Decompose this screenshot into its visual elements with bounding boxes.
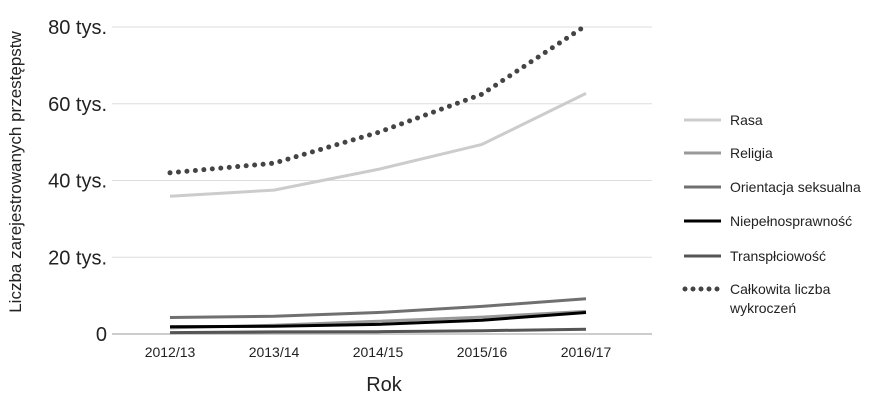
series-line-rasa [169, 92, 587, 198]
x-tick-label: 2013/14 [249, 344, 300, 360]
x-tick-label: 2014/15 [353, 344, 404, 360]
series-line-calkowita-liczba-wykroczen [167, 23, 589, 176]
legend-item-religia: Religia [684, 145, 773, 161]
series-lines [167, 23, 589, 335]
y-tick-label: 40 tys. [48, 171, 107, 193]
x-tick-label: 2016/17 [561, 344, 612, 360]
legend: Rasa Religia Orientacja seksualna Niepełnos… [682, 112, 861, 316]
legend-label: wykroczeń [729, 300, 796, 316]
legend-item-niepelnosprawnosc: Niepełnosprawność [684, 213, 852, 229]
legend-item-rasa: Rasa [684, 112, 763, 128]
legend-item-orientacja-seksualna: Orientacja seksualna [684, 179, 861, 195]
y-tick-label: 80 tys. [48, 17, 107, 39]
x-tick-label: 2015/16 [457, 344, 508, 360]
y-axis-label: Liczba zarejestrowanych przestępstw [6, 30, 25, 312]
legend-label: Religia [730, 145, 773, 161]
legend-label: Transpłciowość [730, 248, 826, 264]
y-axis-ticks: 0 20 tys. 40 tys. 60 tys. 80 tys. [48, 17, 107, 346]
y-tick-label: 20 tys. [48, 247, 107, 269]
legend-label: Orientacja seksualna [730, 179, 861, 195]
y-tick-label: 0 [96, 324, 107, 346]
series-line-orientacja-seksualna [169, 297, 587, 319]
series-line-niepelnosprawnosc [169, 311, 587, 329]
grid-lines [112, 26, 652, 335]
legend-label: Rasa [730, 112, 763, 128]
x-axis-label: Rok [366, 374, 403, 396]
legend-label: Niepełnosprawność [730, 213, 852, 229]
x-axis-ticks: 2012/13 2013/14 2014/15 2015/16 2016/17 [145, 344, 612, 360]
x-tick-label: 2012/13 [145, 344, 196, 360]
legend-item-transplciowosc: Transpłciowość [684, 248, 826, 264]
y-tick-label: 60 tys. [48, 94, 107, 116]
series-line-transplciowosc [169, 327, 587, 335]
legend-item-calkowita-liczba-wykroczen: Całkowita liczba wykroczeń [682, 281, 831, 316]
legend-label: Całkowita liczba [730, 281, 831, 297]
